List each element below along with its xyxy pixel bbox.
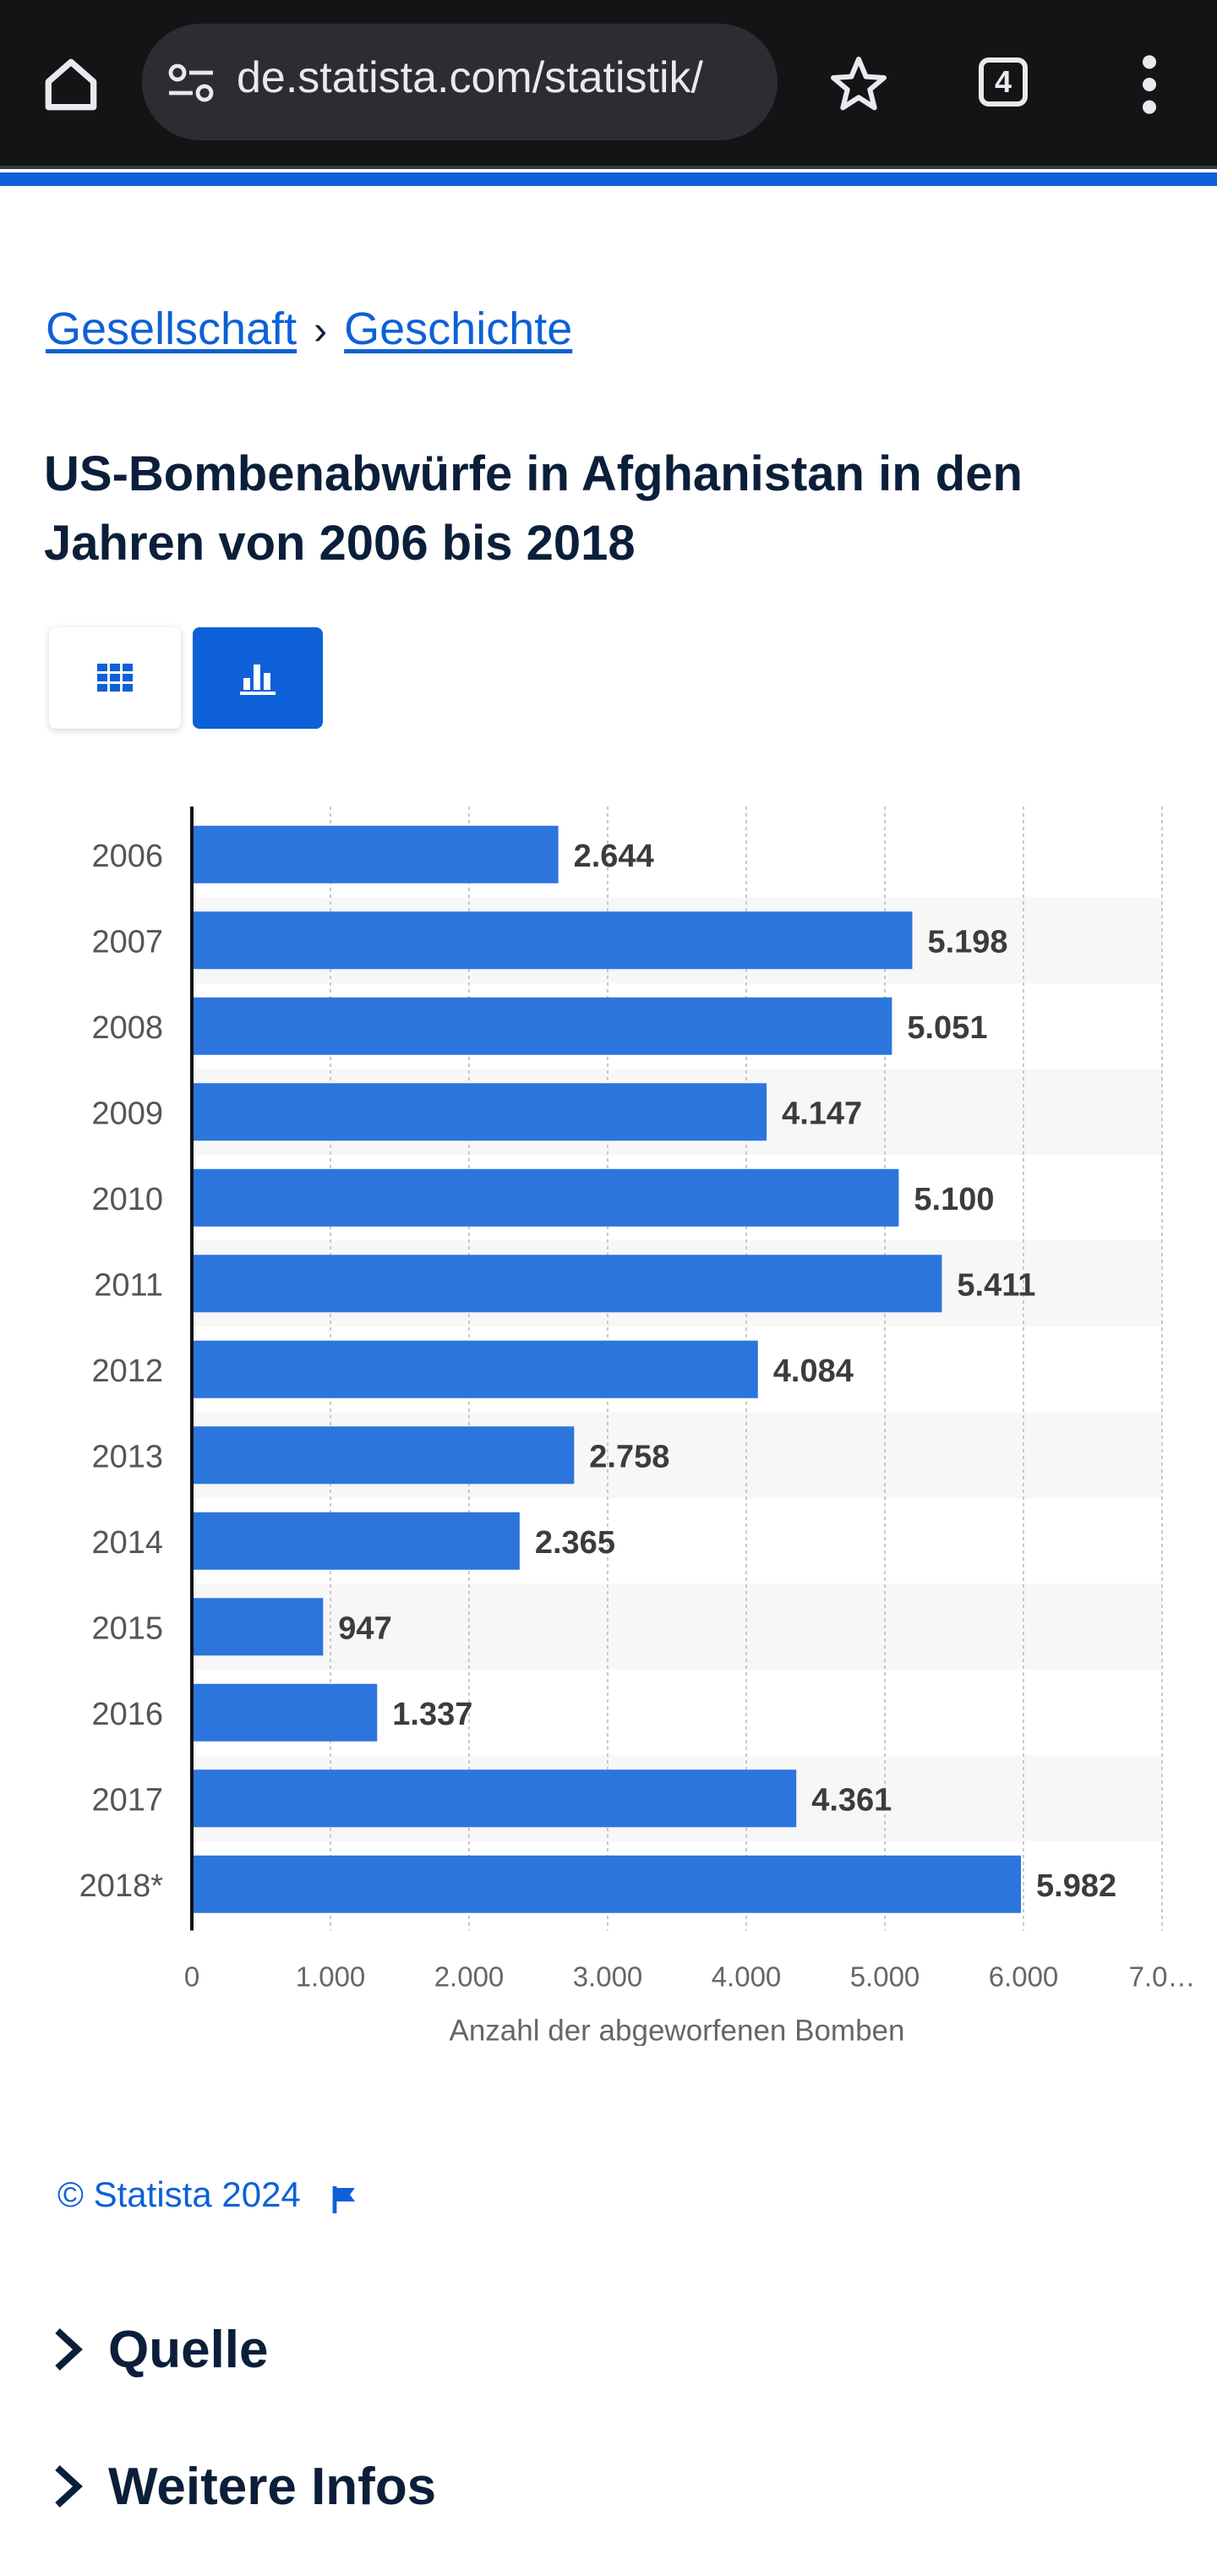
category-label: 2009: [91, 1096, 163, 1131]
category-label: 2012: [91, 1354, 163, 1389]
category-label: 2014: [91, 1525, 163, 1561]
value-label: 5.198: [927, 924, 1007, 960]
value-label: 4.084: [773, 1354, 854, 1389]
flag-icon[interactable]: [331, 2185, 358, 2215]
value-label: 2.758: [589, 1439, 669, 1474]
value-label: 5.100: [914, 1182, 994, 1217]
x-axis-title: Anzahl der abgeworfenen Bomben: [450, 2015, 905, 2047]
bar: [192, 911, 913, 970]
x-tick-label: 7.0…: [1129, 1961, 1196, 1993]
value-label: 5.051: [907, 1010, 987, 1046]
category-label: 2015: [91, 1611, 163, 1646]
bar: [192, 1769, 797, 1828]
bar-chart-icon: [240, 665, 276, 695]
bar: [192, 1683, 378, 1742]
category-label: 2006: [91, 839, 163, 874]
bar: [192, 1168, 899, 1227]
page-progress-accent-bar: [0, 172, 1217, 186]
value-label: 5.982: [1036, 1868, 1116, 1904]
bar: [192, 1083, 767, 1141]
table-view-button[interactable]: [49, 627, 181, 729]
browser-toolbar: de.statista.com/statistik/ 4: [0, 0, 1217, 169]
value-label: 947: [338, 1611, 391, 1646]
category-label: 2017: [91, 1782, 163, 1818]
home-icon[interactable]: [37, 51, 105, 118]
value-label: 4.147: [782, 1096, 862, 1131]
bar: [192, 1598, 324, 1656]
category-label: 2016: [91, 1697, 163, 1732]
category-label: 2007: [91, 924, 163, 960]
x-tick-label: 4.000: [712, 1961, 782, 1993]
row-shade: [192, 1583, 1162, 1670]
section-quelle[interactable]: Quelle: [51, 2311, 269, 2387]
value-label: 2.644: [574, 839, 654, 874]
copyright-link[interactable]: © Statista 2024: [57, 2174, 301, 2214]
bar: [192, 997, 892, 1055]
overflow-menu-icon[interactable]: [1132, 51, 1166, 118]
category-label: 2013: [91, 1439, 163, 1474]
breadcrumb-link-gesellschaft[interactable]: Gesellschaft: [46, 304, 297, 354]
bookmark-star-icon[interactable]: [825, 51, 892, 118]
value-label: 2.365: [535, 1525, 615, 1561]
tab-switcher-button[interactable]: 4: [979, 57, 1028, 107]
breadcrumb: Gesellschaft › Geschichte: [46, 303, 572, 355]
grid-icon: [97, 664, 133, 692]
x-tick-label: 5.000: [850, 1961, 920, 1993]
breadcrumb-link-geschichte[interactable]: Geschichte: [344, 304, 573, 354]
category-label: 2011: [94, 1267, 163, 1303]
bar: [192, 1255, 942, 1313]
category-label: 2008: [91, 1010, 163, 1046]
site-settings-icon[interactable]: [167, 61, 215, 105]
chart-view-button[interactable]: [193, 627, 323, 729]
chevron-right-icon: [55, 2328, 83, 2371]
value-label: 4.361: [811, 1782, 892, 1818]
x-tick-label: 2.000: [434, 1961, 505, 1993]
toolbar-divider: [0, 166, 1217, 169]
url-text[interactable]: de.statista.com/statistik/: [237, 53, 703, 102]
bar-chart: 2006 2.644 2007 5.198 2008 5.051 2009 4.147 2010…: [79, 807, 1196, 2047]
x-tick-label: 1.000: [296, 1961, 366, 1993]
page-title: US-Bombenabwürfe in Afghanistan in den J…: [44, 446, 1023, 571]
bar: [192, 825, 559, 883]
bar: [192, 1340, 758, 1398]
value-label: 1.337: [392, 1697, 472, 1732]
breadcrumb-separator: ›: [314, 309, 328, 353]
section-label: Weitere Infos: [108, 2457, 437, 2516]
bar: [192, 1855, 1022, 1913]
x-tick-label: 0: [184, 1961, 199, 1993]
bar: [192, 1512, 520, 1570]
x-tick-label: 3.000: [573, 1961, 643, 1993]
bar: [192, 1426, 575, 1485]
section-label: Quelle: [108, 2320, 269, 2379]
category-label: 2010: [91, 1182, 163, 1217]
section-weitere-infos[interactable]: Weitere Infos: [51, 2448, 436, 2524]
chevron-right-icon: [55, 2465, 83, 2508]
address-bar[interactable]: de.statista.com/statistik/: [142, 24, 778, 140]
tab-count: 4: [994, 64, 1012, 99]
value-label: 5.411: [957, 1267, 1035, 1303]
x-tick-label: 6.000: [989, 1961, 1059, 1993]
category-label: 2018*: [79, 1868, 164, 1904]
